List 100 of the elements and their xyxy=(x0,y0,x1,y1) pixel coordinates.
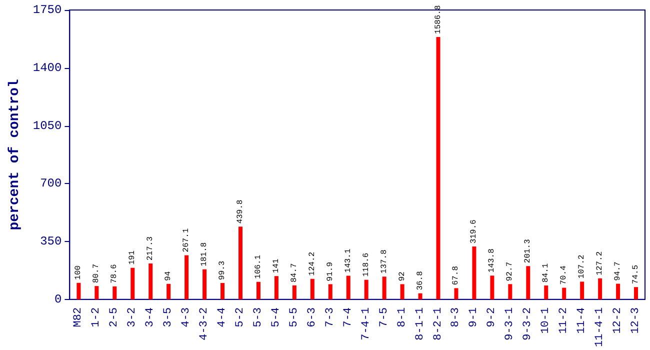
x-tick-label: 12-3 xyxy=(630,307,642,334)
y-tick-label: 1750 xyxy=(32,3,62,17)
bar xyxy=(166,284,171,300)
bar xyxy=(400,284,404,300)
data-label: 217.3 xyxy=(146,236,156,260)
bar xyxy=(616,284,620,300)
bar xyxy=(148,263,153,300)
x-tick-label: 8-1 xyxy=(396,307,408,328)
x-tick-label: 2-5 xyxy=(108,307,121,328)
bar xyxy=(436,36,440,300)
data-label: 84.1 xyxy=(542,263,551,282)
data-label: 201.3 xyxy=(524,238,533,264)
bar xyxy=(130,268,135,300)
data-label: 80.7 xyxy=(92,264,102,284)
bar xyxy=(454,288,458,300)
x-tick-label: 12-2 xyxy=(612,307,624,334)
bar xyxy=(544,285,548,300)
y-tick-label: 1050 xyxy=(32,118,62,133)
x-tick-label: 9-3-2 xyxy=(522,307,534,340)
x-tick-label: 9-3-1 xyxy=(504,307,516,340)
x-tick-label: 3-4 xyxy=(144,307,157,328)
data-label: 181.8 xyxy=(200,242,210,266)
data-label: 94 xyxy=(164,271,174,281)
data-label: 118.6 xyxy=(362,252,371,277)
x-tick-label: 7-3 xyxy=(324,307,336,328)
x-tick-label: 5-3 xyxy=(252,307,264,328)
data-label: 124.2 xyxy=(308,252,317,276)
bar xyxy=(382,276,386,300)
y-tick-label: 1400 xyxy=(32,60,62,75)
x-tick-label: 7-5 xyxy=(378,307,390,328)
data-label: 137.8 xyxy=(380,249,389,274)
bar xyxy=(256,282,260,300)
y-tick-label: 0 xyxy=(54,292,62,306)
bar xyxy=(634,287,638,300)
x-tick-label: M82 xyxy=(72,307,85,328)
data-label: 141 xyxy=(272,258,281,274)
y-axis-title: percent of control xyxy=(7,79,23,230)
bar xyxy=(292,285,296,300)
bar xyxy=(112,286,117,300)
x-tick-label: 5-4 xyxy=(270,307,282,328)
data-label: 91.9 xyxy=(326,262,335,282)
bar xyxy=(94,286,99,300)
data-label: 143.8 xyxy=(488,248,497,273)
bar xyxy=(184,255,189,300)
x-tick-label: 6-3 xyxy=(306,307,318,328)
x-tick-label: 9-1 xyxy=(468,307,480,328)
y-tick-label: 350 xyxy=(40,234,62,249)
x-tick-label: 11-2 xyxy=(558,307,570,334)
bar xyxy=(472,246,476,300)
x-tick-label: 3-5 xyxy=(162,307,175,328)
x-tick-label: 5-5 xyxy=(288,307,300,328)
data-label: 36.8 xyxy=(416,270,425,290)
data-label: 106.1 xyxy=(254,254,263,279)
bar xyxy=(580,282,584,300)
x-tick-label: 7-4 xyxy=(342,307,354,328)
bar xyxy=(418,293,422,300)
x-tick-label: 8-1-1 xyxy=(414,307,426,340)
data-label: 74.5 xyxy=(632,264,641,284)
bar xyxy=(490,276,494,300)
bar xyxy=(76,282,81,300)
bar xyxy=(328,284,332,300)
data-label: 84.7 xyxy=(290,262,299,282)
data-label: 319.6 xyxy=(470,219,479,244)
data-label: 67.8 xyxy=(452,266,461,286)
bar xyxy=(220,282,225,300)
data-label: 267.1 xyxy=(182,228,192,252)
data-label: 127.2 xyxy=(596,251,605,276)
x-tick-label: 1-2 xyxy=(90,307,103,328)
x-tick-label: 11-4 xyxy=(576,306,588,334)
data-label: 70.4 xyxy=(560,265,569,285)
bar xyxy=(274,276,278,300)
bar xyxy=(508,284,512,300)
x-tick-label: 9-2 xyxy=(486,307,498,328)
x-tick-label: 11-4-1 xyxy=(594,307,606,348)
data-label: 439.8 xyxy=(236,199,245,224)
x-tick-label: 5-2 xyxy=(234,307,246,328)
x-tick-label: 3-2 xyxy=(126,307,139,328)
data-label: 92 xyxy=(398,271,407,282)
x-tick-label: 4-3-2 xyxy=(198,307,211,340)
bar xyxy=(346,276,350,300)
x-tick-label: 7-4-1 xyxy=(360,307,372,340)
bar xyxy=(562,288,566,300)
y-tick-label: 700 xyxy=(40,176,62,191)
bar xyxy=(310,278,314,300)
x-tick-label: 10-1 xyxy=(540,306,552,334)
x-tick-label: 8-3 xyxy=(450,307,462,328)
bar xyxy=(202,269,207,300)
data-label: 107.2 xyxy=(578,254,587,279)
data-label: 143.1 xyxy=(344,248,353,273)
bar xyxy=(598,278,602,300)
bar xyxy=(526,266,530,300)
x-tick-label: 8-2-1 xyxy=(432,307,444,340)
data-label: 191 xyxy=(128,250,138,265)
data-label: 92.7 xyxy=(506,262,515,282)
bar xyxy=(238,226,242,300)
bar xyxy=(364,280,368,300)
x-tick-label: 4-3 xyxy=(180,307,193,328)
data-label: 94.7 xyxy=(614,261,623,281)
data-label: 1586.8 xyxy=(434,4,443,34)
x-tick-label: 4-4 xyxy=(216,307,229,328)
